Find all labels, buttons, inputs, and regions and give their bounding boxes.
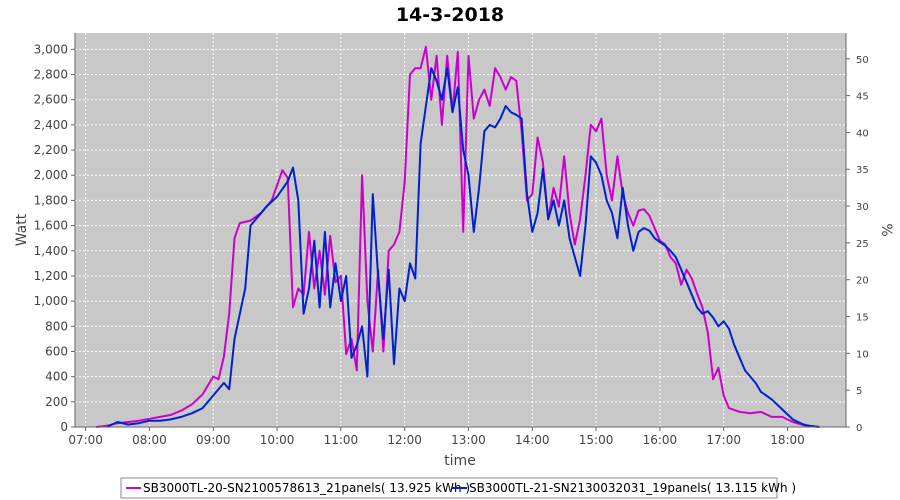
- x-tick-label: 17:00: [706, 433, 741, 447]
- y-right-tick-label: 40: [856, 128, 869, 139]
- y-right-tick-label: 25: [856, 239, 869, 250]
- x-axis-ticks: 07:00 08:00 09:00 10:00 11:00 12:00 13:00 14:00…: [68, 427, 805, 447]
- y-right-tick-label: 15: [856, 313, 869, 324]
- legend-label-series-1: SB3000TL-20-SN2100578613_21panels( 13.92…: [143, 481, 470, 495]
- x-tick-label: 16:00: [643, 433, 678, 447]
- y-right-tick-label: 10: [856, 349, 869, 360]
- y-tick-label: 1,200: [34, 269, 68, 283]
- y-right-axis-label: %: [878, 223, 894, 236]
- x-tick-label: 09:00: [196, 433, 231, 447]
- x-tick-label: 07:00: [68, 433, 103, 447]
- x-tick-label: 13:00: [451, 433, 486, 447]
- y-axis-label: Watt: [14, 213, 30, 246]
- x-tick-label: 14:00: [515, 433, 550, 447]
- y-tick-label: 600: [45, 344, 68, 358]
- x-tick-label: 08:00: [132, 433, 167, 447]
- y-tick-label: 400: [45, 370, 68, 384]
- legend-label-series-2: SB3000TL-21-SN2130032031_19panels( 13.11…: [469, 481, 796, 495]
- y-tick-label: 2,800: [34, 68, 68, 82]
- y-tick-label: 200: [45, 395, 68, 409]
- y-right-tick-label: 35: [856, 165, 869, 176]
- x-axis-label: time: [444, 453, 476, 469]
- x-tick-label: 12:00: [387, 433, 422, 447]
- y-right-tick-label: 20: [856, 276, 869, 287]
- x-tick-label: 18:00: [770, 433, 805, 447]
- y-tick-label: 2,200: [34, 143, 68, 157]
- y-right-tick-label: 45: [856, 92, 869, 103]
- plot-background: [75, 33, 846, 427]
- y-tick-label: 1,600: [34, 219, 68, 233]
- legend: SB3000TL-20-SN2100578613_21panels( 13.92…: [120, 477, 796, 499]
- y-tick-label: 1,400: [34, 244, 68, 258]
- x-tick-label: 10:00: [260, 433, 295, 447]
- series-line-2: [106, 67, 820, 428]
- y-right-tick-label: 5: [856, 386, 862, 397]
- series-lines: [96, 45, 820, 428]
- y-tick-label: 2,400: [34, 118, 68, 132]
- y-tick-label: 1,000: [34, 294, 68, 308]
- y-axis-ticks: 0 200 400 600 800 1,000 1,200 1,400 1,600 1,800 2,…: [34, 42, 75, 434]
- y-right-tick-label: 0: [856, 423, 862, 434]
- y-tick-label: 800: [45, 319, 68, 333]
- x-tick-label: 15:00: [579, 433, 614, 447]
- y-right-axis-ticks: 0 5 10 15 20 25 30 35 40 45 50: [846, 55, 869, 434]
- x-tick-label: 11:00: [324, 433, 359, 447]
- y-right-tick-label: 30: [856, 202, 869, 213]
- y-right-tick-label: 50: [856, 55, 869, 66]
- y-tick-label: 2,000: [34, 168, 68, 182]
- y-tick-label: 3,000: [34, 42, 68, 56]
- y-tick-label: 1,800: [34, 193, 68, 207]
- y-tick-label: 2,600: [34, 93, 68, 107]
- chart-title: 14-3-2018: [396, 4, 504, 26]
- legend-box: [120, 477, 778, 499]
- y-tick-label: 0: [60, 420, 68, 434]
